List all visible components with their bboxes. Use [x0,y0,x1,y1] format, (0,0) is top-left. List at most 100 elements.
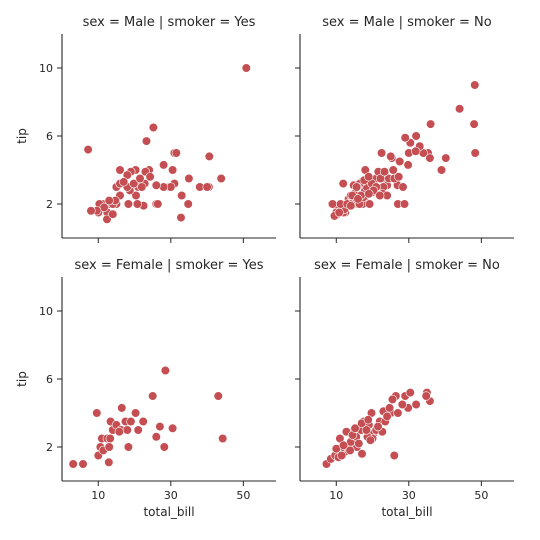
data-point [393,408,403,418]
data-point [379,167,390,177]
x-tick-label: 30 [402,489,416,502]
data-point [405,388,415,398]
data-point [104,196,114,206]
data-point [399,199,410,209]
data-point [375,190,385,201]
data-point [135,173,145,184]
data-point [350,423,360,433]
data-point [388,165,398,175]
data-point [352,182,362,192]
data-point [202,182,212,192]
data-point [129,179,139,189]
data-point [400,133,410,143]
x-tick-label: 30 [164,489,178,502]
data-point [455,104,465,114]
data-point [441,153,451,163]
data-point [411,399,421,410]
data-point [204,151,214,161]
data-point [137,182,147,192]
data-point [425,153,435,163]
data-point [138,416,148,427]
data-point [337,450,347,461]
data-point [171,148,181,158]
data-point [365,199,375,209]
data-point [387,394,398,405]
data-point [68,459,78,469]
y-tick-label: 2 [46,441,53,454]
data-point [334,207,344,218]
data-point [361,425,372,435]
data-point [86,206,96,216]
data-point [394,172,404,182]
data-point [78,459,88,469]
data-point [398,182,408,192]
data-point [213,391,223,401]
x-axis-label: total_bill [381,505,432,519]
data-point [470,148,480,158]
data-point [357,449,367,459]
data-point [338,179,348,189]
data-point [385,403,395,413]
data-point [83,145,93,155]
data-point [155,422,165,432]
data-point [353,194,363,204]
facet-title: sex = Male | smoker = Yes [83,15,256,30]
facet-title: sex = Female | smoker = No [314,258,500,273]
data-point [131,408,141,418]
data-point [122,425,132,435]
data-point [184,173,194,184]
data-point [411,146,421,156]
data-point [328,199,338,209]
data-point [377,148,387,158]
data-point [168,165,178,175]
data-point [241,63,251,73]
data-point [364,172,374,182]
data-point [115,165,125,175]
data-point [395,156,405,167]
data-point [159,160,169,170]
y-tick-label: 6 [46,373,53,386]
data-point [160,365,170,376]
data-point [389,450,399,461]
data-point [364,189,374,199]
data-point [102,214,112,224]
y-tick-label: 6 [46,130,53,143]
data-point [123,199,133,209]
data-point [354,439,364,449]
data-point [469,119,479,129]
data-point [397,399,407,410]
data-point [363,415,373,425]
data-point [386,151,396,161]
facet-title: sex = Female | smoker = Yes [75,258,264,273]
facet-title: sex = Male | smoker = No [322,15,492,30]
data-point [373,422,383,432]
data-point [145,172,155,182]
data-point [411,131,421,141]
data-point [151,432,161,442]
data-point [403,160,413,170]
data-point [132,199,142,209]
data-point [216,173,226,184]
data-point [123,442,133,452]
y-axis-label: tip [15,128,29,144]
data-point [177,190,187,201]
data-point [148,391,158,401]
data-point [426,119,436,129]
data-point [176,213,186,223]
data-point [338,440,349,450]
data-point [104,442,114,452]
y-axis-label: tip [15,371,29,387]
data-point [218,433,228,444]
data-point [105,433,115,444]
x-tick-label: 50 [474,489,488,502]
data-point [436,165,447,175]
data-point [365,435,376,445]
data-point [159,442,169,452]
x-tick-label: 10 [329,489,343,502]
data-point [108,209,118,219]
data-point [421,391,431,401]
data-point [119,177,129,187]
data-point [345,445,355,456]
x-tick-label: 10 [91,489,105,502]
